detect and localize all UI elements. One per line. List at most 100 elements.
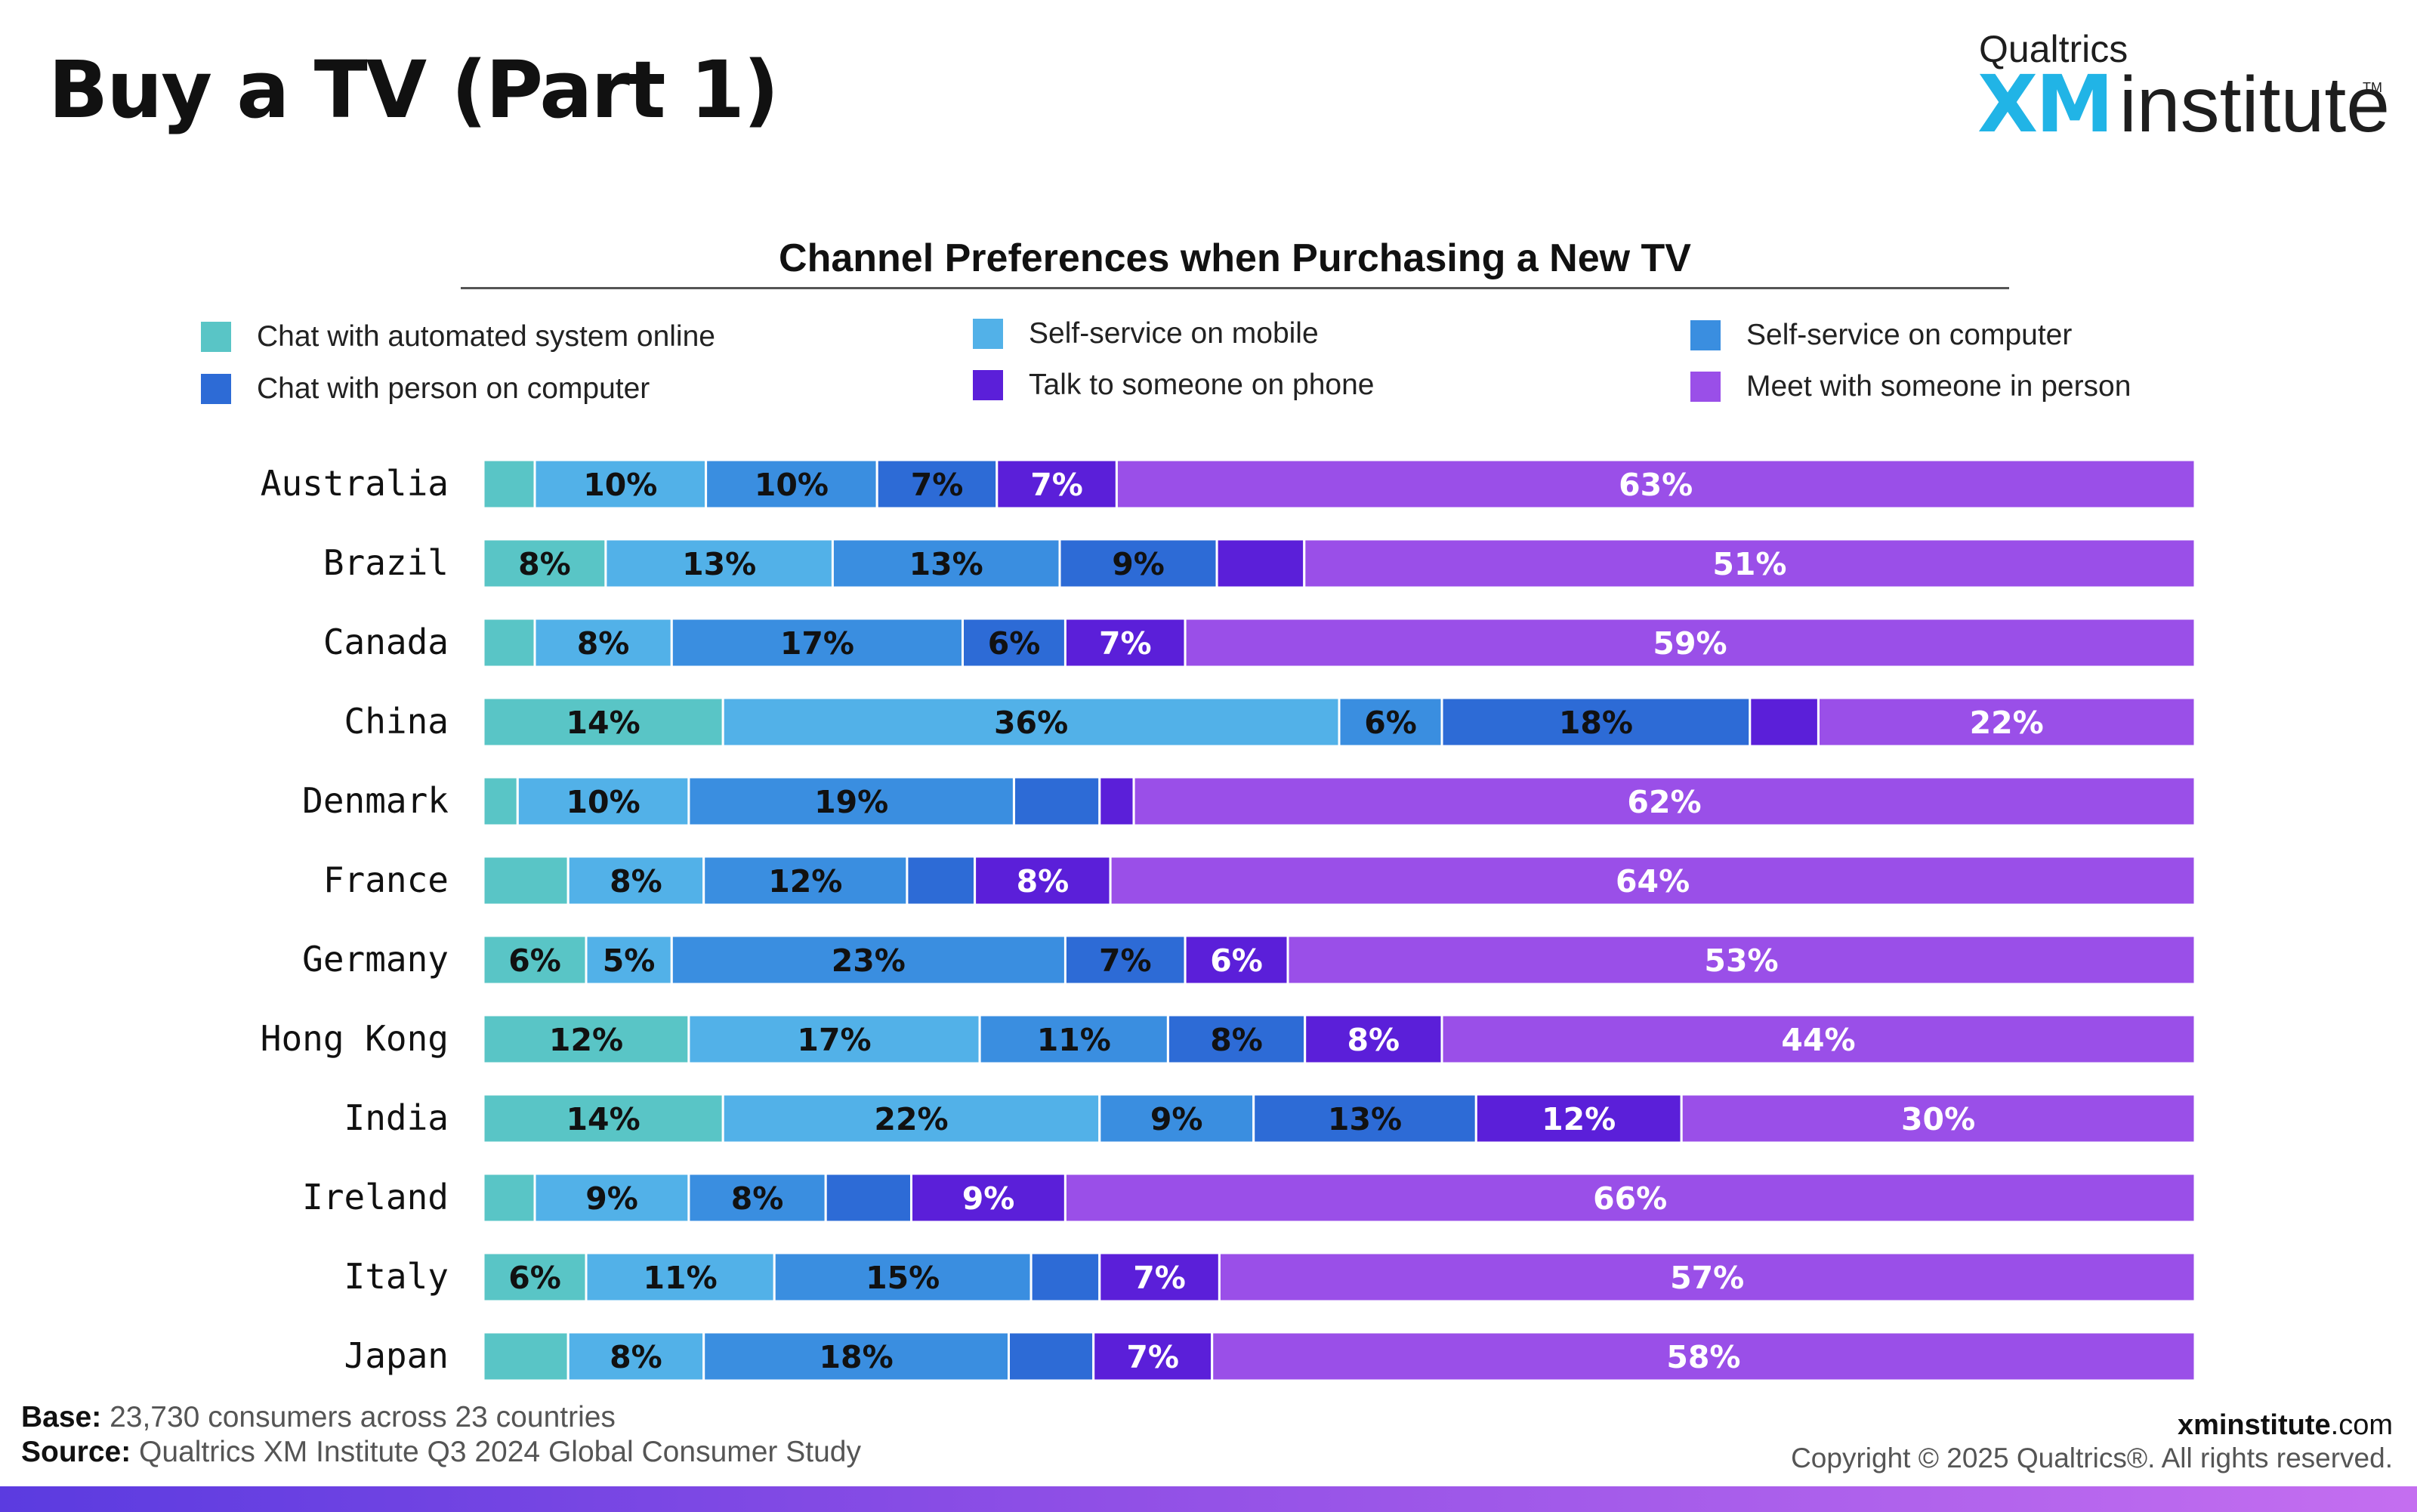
- bar-segment-self-service-on-computer: [978, 1014, 1169, 1065]
- bar-segment-meet-with-someone-in-person: [1115, 458, 2196, 510]
- legend-label-in-person: Meet with someone in person: [1746, 370, 2131, 403]
- bar-row-germany: Germany 6% 5% 23% 7% 6% 53%: [302, 934, 2196, 986]
- bar-segment-talk-to-someone-on-phone: [910, 1172, 1067, 1223]
- bar-segment-self-service-on-mobile: [585, 1251, 776, 1303]
- bar-segment-meet-with-someone-in-person: [1063, 1172, 2196, 1223]
- data-label: 17%: [780, 625, 854, 662]
- bar-row-hong-kong: Hong Kong 12% 17% 11% 8% 8% 44%: [261, 1014, 2196, 1065]
- data-label: 57%: [1670, 1260, 1744, 1296]
- category-label: Ireland: [302, 1177, 449, 1217]
- legend-item-phone: Talk to someone on phone: [973, 366, 1375, 404]
- category-label: Canada: [323, 622, 449, 662]
- bar-segment-chat-with-automated-system-online: [482, 1093, 724, 1144]
- site-link-rest: .com: [2330, 1409, 2393, 1441]
- data-label: 51%: [1712, 546, 1786, 582]
- data-label: 9%: [1150, 1101, 1203, 1137]
- category-label: Denmark: [302, 780, 449, 821]
- data-label: 5%: [603, 943, 656, 979]
- bar-segment-meet-with-someone-in-person: [1440, 1014, 2196, 1065]
- bar-row-canada: Canada 8% 17% 6% 7% 59%: [323, 617, 2196, 668]
- category-label: Australia: [261, 463, 449, 504]
- bar-segment-chat-with-person-on-computer: [824, 1172, 912, 1223]
- category-label: Hong Kong: [261, 1018, 449, 1059]
- data-label: 10%: [583, 467, 657, 503]
- bar-segment-talk-to-someone-on-phone: [1098, 1251, 1221, 1303]
- data-label: 13%: [1328, 1101, 1402, 1137]
- data-label: 64%: [1616, 863, 1690, 899]
- legend-swatch-phone: [973, 370, 1003, 400]
- bar-segment-self-service-on-computer: [831, 538, 1061, 589]
- legend-swatch-self-mobile: [973, 319, 1003, 349]
- data-label: 15%: [866, 1260, 940, 1296]
- bar-segment-meet-with-someone-in-person: [1286, 934, 2196, 986]
- bar-row-brazil: Brazil 8% 13% 13% 9% 51%: [323, 538, 2196, 589]
- data-label: 14%: [566, 1101, 641, 1137]
- category-label: India: [344, 1097, 449, 1138]
- footer-source-text: Qualtrics XM Institute Q3 2024 Global Co…: [139, 1436, 861, 1468]
- site-link-bold: xminstitute: [2177, 1409, 2331, 1441]
- logo-trademark: TM: [2363, 80, 2382, 95]
- bar-segment-self-service-on-computer: [687, 776, 1015, 827]
- bar-segment-chat-with-automated-system-online: [482, 1251, 588, 1303]
- footer-source: Source: Qualtrics XM Institute Q3 2024 G…: [21, 1436, 861, 1469]
- data-label: 62%: [1627, 784, 1701, 820]
- bar-row-france: France 8% 12% 8% 64%: [323, 855, 2196, 906]
- footer-source-label: Source:: [21, 1436, 131, 1468]
- bar-segment-chat-with-person-on-computer: [875, 458, 999, 510]
- data-label: 7%: [1133, 1260, 1186, 1296]
- bar-segment-talk-to-someone-on-phone: [1098, 776, 1135, 827]
- bar-segment-chat-with-person-on-computer: [1013, 776, 1101, 827]
- bar-segment-self-service-on-mobile: [687, 1014, 981, 1065]
- data-label: 59%: [1653, 625, 1727, 662]
- data-label: 22%: [874, 1101, 948, 1137]
- bar-row-china: China 14% 36% 6% 18% 22%: [344, 696, 2196, 748]
- bar-segment-meet-with-someone-in-person: [1680, 1093, 2196, 1144]
- category-label: Germany: [302, 939, 449, 980]
- bar-segment-chat-with-automated-system-online: [482, 1172, 536, 1223]
- data-label: 11%: [1037, 1022, 1111, 1058]
- data-label: 22%: [1970, 705, 2044, 741]
- bar-segment-chat-with-person-on-computer: [1008, 1331, 1095, 1382]
- bar-segment-talk-to-someone-on-phone: [996, 458, 1118, 510]
- data-label: 10%: [566, 784, 641, 820]
- bar-segment-talk-to-someone-on-phone: [1749, 696, 1820, 748]
- legend-swatch-chat-person: [201, 374, 231, 404]
- bar-segment-chat-with-person-on-computer: [1029, 1251, 1101, 1303]
- legend-label-chat-person: Chat with person on computer: [257, 372, 650, 405]
- logo-main: XMinstitute: [1977, 65, 2390, 144]
- data-label: 14%: [566, 705, 641, 741]
- bar-row-ireland: Ireland 9% 8% 9% 66%: [302, 1172, 2196, 1223]
- bar-segment-self-service-on-mobile: [533, 458, 708, 510]
- data-label: 6%: [988, 625, 1041, 662]
- legend-item-chat-person: Chat with person on computer: [201, 370, 650, 408]
- category-label: Brazil: [323, 542, 449, 583]
- bar-segment-self-service-on-mobile: [533, 1172, 690, 1223]
- data-label: 13%: [909, 546, 983, 582]
- data-label: 7%: [1099, 943, 1152, 979]
- data-label: 13%: [682, 546, 756, 582]
- data-label: 12%: [1542, 1101, 1616, 1137]
- footer-base: Base: 23,730 consumers across 23 countri…: [21, 1401, 616, 1434]
- data-label: 9%: [962, 1180, 1015, 1217]
- data-label: 9%: [585, 1180, 638, 1217]
- bar-segment-self-service-on-mobile: [566, 855, 705, 906]
- legend-label-self-computer: Self-service on computer: [1746, 319, 2073, 351]
- data-label: 6%: [508, 1260, 561, 1296]
- bar-segment-meet-with-someone-in-person: [1218, 1251, 2196, 1303]
- page-title: Buy a TV (Part 1): [48, 44, 779, 136]
- data-label: 53%: [1704, 943, 1778, 979]
- bar-row-india: India 14% 22% 9% 13% 12% 30%: [344, 1093, 2196, 1144]
- data-label: 7%: [1099, 625, 1152, 662]
- data-label: 11%: [644, 1260, 718, 1296]
- footer-base-label: Base:: [21, 1401, 102, 1433]
- legend-label-chat-automated: Chat with automated system online: [257, 320, 715, 353]
- data-label: 6%: [508, 943, 561, 979]
- stacked-bar-chart: Australia 10% 10% 7% 7% 63% Brazil 8% 13% 13% 9% 51…: [261, 458, 2196, 1382]
- data-label: 8%: [1017, 863, 1070, 899]
- bar-row-japan: Japan 8% 18% 7% 58%: [344, 1331, 2196, 1382]
- site-link[interactable]: xminstitute.com: [2178, 1409, 2393, 1442]
- category-label: France: [323, 859, 449, 900]
- bar-segment-chat-with-person-on-computer: [1252, 1093, 1477, 1144]
- bar-segment-meet-with-someone-in-person: [1132, 776, 2196, 827]
- logo-word: institute: [2119, 61, 2391, 149]
